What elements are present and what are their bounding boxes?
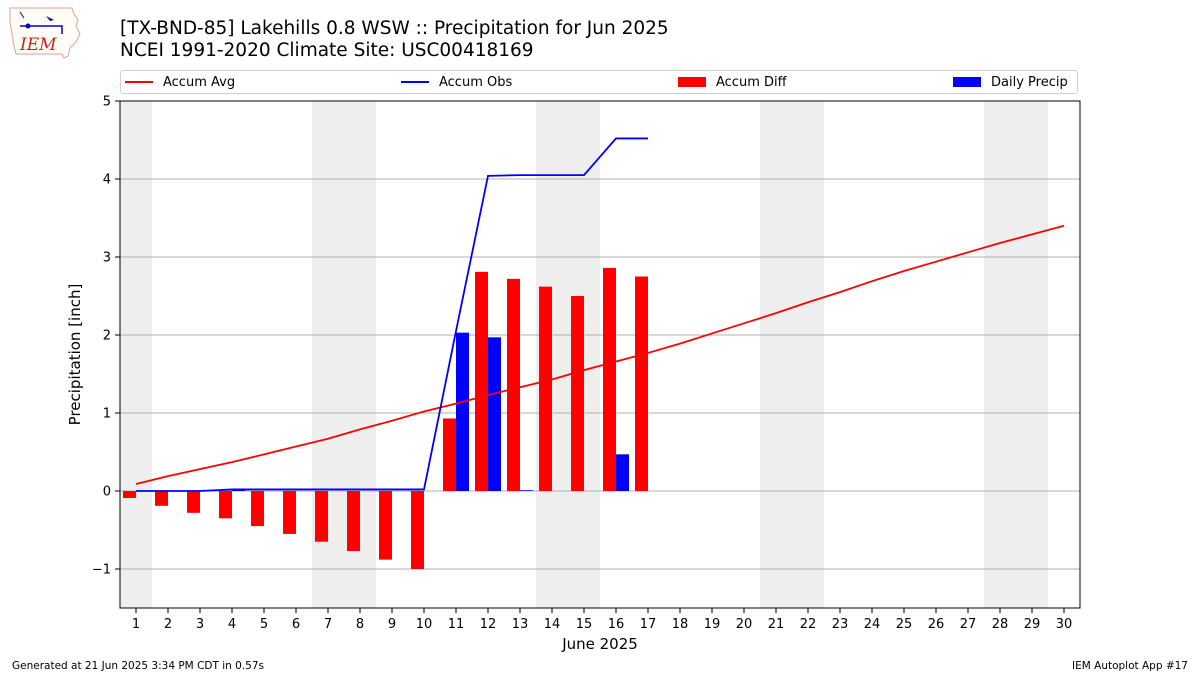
x-tick-label-30: 30 [1056,617,1073,632]
legend-item-accum-avg: Accum Avg [125,71,235,93]
accum-diff-bar-8 [347,491,360,552]
x-tick-label-14: 14 [544,617,561,632]
accum-diff-bar-15 [571,296,584,491]
accum-diff-bar-1 [123,491,136,499]
accum-diff-bar-3 [187,491,200,513]
daily-precip-bar-11 [456,332,469,491]
x-tick-label-8: 8 [356,617,364,632]
x-tick-label-7: 7 [324,617,332,632]
legend-label-accum-diff: Accum Diff [716,74,787,90]
daily-precip-bar-12 [488,337,501,491]
x-tick-label-21: 21 [768,617,785,632]
y-axis-label: Precipitation [inch] [66,284,84,426]
legend-item-accum-diff: Accum Diff [678,71,787,93]
chart-title: [TX-BND-85] Lakehills 0.8 WSW :: Precipi… [120,18,669,39]
accum-diff-bar-12 [475,271,488,491]
y-tick-label-1: 4 [103,173,111,188]
x-tick-label-6: 6 [292,617,300,632]
x-tick-label-16: 16 [608,617,625,632]
x-tick-label-22: 22 [800,617,817,632]
accum-diff-bar-14 [539,286,552,491]
legend-swatch-accum-avg [125,81,153,83]
logo-text: IEM [19,35,57,55]
y-tick-label-0: 5 [103,95,111,110]
weekend-shade-3 [760,101,824,608]
x-tick-label-3: 3 [196,617,204,632]
x-tick-label-2: 2 [164,617,172,632]
accum-diff-bar-7 [315,491,328,542]
accum-diff-bar-16 [603,267,616,491]
x-tick-label-26: 26 [928,617,945,632]
x-tick-label-13: 13 [512,617,529,632]
accum-diff-bar-6 [283,491,296,534]
accum-diff-bar-5 [251,491,264,527]
accum-diff-bar-10 [411,491,424,569]
legend-label-daily-precip: Daily Precip [991,74,1068,90]
x-tick-label-5: 5 [260,617,268,632]
y-tick-label-3: 2 [103,329,111,344]
daily-precip-bar-13 [520,490,533,491]
chart-legend: Accum Avg Accum Obs Accum Diff Daily Pre… [120,70,1078,94]
weekend-shade-0 [120,101,152,608]
x-tick-label-17: 17 [640,617,657,632]
accum-diff-bar-4 [219,491,232,519]
x-tick-label-11: 11 [448,617,465,632]
generated-footer: Generated at 21 Jun 2025 3:34 PM CDT in … [12,660,265,672]
weekend-shade-4 [984,101,1048,608]
legend-label-accum-avg: Accum Avg [163,74,236,90]
legend-swatch-accum-obs [401,81,429,83]
app-footer: IEM Autoplot App #17 [1072,660,1188,672]
x-tick-label-9: 9 [388,617,396,632]
iem-logo: IEM [6,4,82,60]
accum-obs-line [136,137,648,492]
x-tick-label-15: 15 [576,617,593,632]
iowa-outline-shape [9,7,81,59]
accum-diff-bar-17 [635,276,648,491]
accum-diff-bar-11 [443,418,456,491]
accum-avg-line [135,224,1065,485]
x-tick-label-12: 12 [480,617,497,632]
x-axis-label: June 2025 [561,635,638,653]
chart-subtitle: NCEI 1991-2020 Climate Site: USC00418169 [120,40,534,61]
x-tick-label-24: 24 [864,617,881,632]
legend-swatch-daily-precip [953,77,981,87]
x-tick-label-25: 25 [896,617,913,632]
y-tick-label-5: 0 [103,485,111,500]
daily-precip-bar-16 [616,454,629,491]
x-tick-label-20: 20 [736,617,753,632]
legend-item-daily-precip: Daily Precip [953,71,1068,93]
x-tick-label-10: 10 [416,617,433,632]
legend-item-accum-obs: Accum Obs [401,71,512,93]
accum-diff-bar-13 [507,278,520,491]
y-tick-label-4: 1 [103,407,111,422]
y-tick-label-6: −1 [92,563,111,578]
legend-label-accum-obs: Accum Obs [439,74,513,90]
x-tick-label-28: 28 [992,617,1009,632]
x-tick-label-29: 29 [1024,617,1041,632]
x-tick-label-1: 1 [132,617,140,632]
x-tick-label-23: 23 [832,617,849,632]
accum-diff-bar-2 [155,491,168,506]
accum-diff-bar-9 [379,491,392,560]
legend-swatch-accum-diff [678,77,706,87]
y-tick-label-2: 3 [103,251,111,266]
x-tick-label-18: 18 [672,617,689,632]
x-tick-label-27: 27 [960,617,977,632]
x-tick-label-4: 4 [228,617,236,632]
plot-frame [119,100,1081,609]
x-tick-label-19: 19 [704,617,721,632]
